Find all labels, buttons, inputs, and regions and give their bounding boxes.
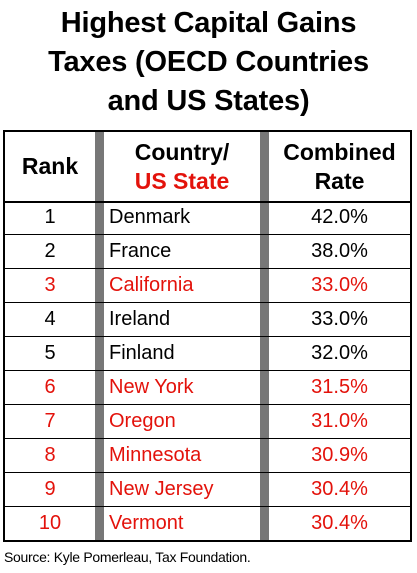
country-cell: California: [109, 274, 194, 296]
country-cell: Denmark: [109, 206, 191, 228]
rank-cell: 8: [44, 444, 56, 466]
country-cell: New York: [109, 376, 194, 398]
rank-cell: 2: [44, 240, 56, 262]
rate-cell: 33.0%: [311, 308, 368, 330]
country-cell: France: [109, 240, 172, 262]
table-row: 2 France 38.0%: [5, 235, 410, 269]
table-row: 8 Minnesota 30.9%: [5, 439, 410, 473]
table-header: Rank Country/ US State Combined Rate: [5, 132, 410, 203]
country-cell: Oregon: [109, 410, 176, 432]
rate-cell: 30.4%: [311, 512, 368, 534]
rank-cell: 1: [44, 206, 56, 228]
rank-cell: 5: [44, 342, 56, 364]
table-row: 3 California 33.0%: [5, 269, 410, 303]
header-rank-label: Rank: [21, 153, 79, 179]
chart-title: Highest Capital Gains Taxes (OECD Countr…: [0, 4, 417, 121]
rate-cell: 32.0%: [311, 342, 368, 364]
rank-cell: 7: [44, 410, 56, 432]
rank-cell: 6: [44, 376, 56, 398]
rate-cell: 30.4%: [311, 478, 368, 500]
table-row: 4 Ireland 33.0%: [5, 303, 410, 337]
title-line-3: and US States): [107, 85, 310, 117]
country-cell: Minnesota: [109, 444, 202, 466]
rate-cell: 33.0%: [311, 274, 368, 296]
country-cell: New Jersey: [109, 478, 214, 500]
capital-gains-table: Rank Country/ US State Combined Rate 1 De…: [3, 130, 412, 542]
header-country: Country/ US State: [104, 132, 260, 201]
title-line-1: Highest Capital Gains: [60, 7, 357, 39]
header-rate-line-2: Rate: [314, 167, 365, 194]
rate-cell: 31.0%: [311, 410, 368, 432]
table-row: 9 New Jersey 30.4%: [5, 473, 410, 507]
country-cell: Finland: [109, 342, 175, 364]
rank-cell: 4: [44, 308, 56, 330]
title-line-2: Taxes (OECD Countries: [48, 46, 369, 78]
header-rate: Combined Rate: [269, 132, 410, 201]
rate-cell: 31.5%: [311, 376, 368, 398]
header-country-label: Country/: [134, 138, 230, 165]
table-row: 10 Vermont 30.4%: [5, 507, 410, 541]
rate-cell: 38.0%: [311, 240, 368, 262]
country-cell: Vermont: [109, 512, 184, 534]
rank-cell: 9: [44, 478, 56, 500]
header-us-state-label: US State: [134, 167, 230, 194]
table-row: 7 Oregon 31.0%: [5, 405, 410, 439]
rate-cell: 42.0%: [311, 206, 368, 228]
rank-cell: 10: [38, 512, 62, 534]
rate-cell: 30.9%: [311, 444, 368, 466]
source-note: Source: Kyle Pomerleau, Tax Foundation.: [4, 549, 251, 565]
country-cell: Ireland: [109, 308, 171, 330]
header-rate-line-1: Combined: [283, 138, 396, 165]
table-row: 5 Finland 32.0%: [5, 337, 410, 371]
table-row: 6 New York 31.5%: [5, 371, 410, 405]
header-rank: Rank: [5, 132, 95, 201]
table-row: 1 Denmark 42.0%: [5, 201, 410, 235]
rank-cell: 3: [44, 274, 56, 296]
